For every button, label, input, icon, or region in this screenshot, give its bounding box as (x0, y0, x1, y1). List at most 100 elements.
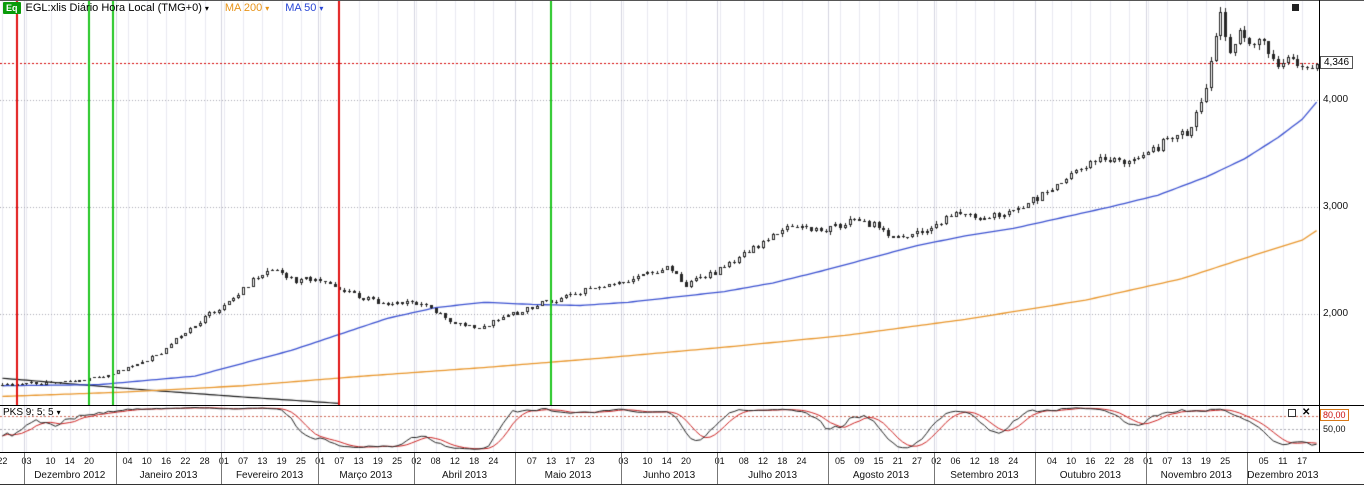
date-tick-label: 07 (334, 456, 345, 466)
date-tick-label: 16 (1085, 456, 1096, 466)
price-axis[interactable]: 4,000 3,000 2,000 4,346 80,00 50,00 (1320, 0, 1364, 485)
panel-separator[interactable] (0, 405, 1364, 406)
chevron-down-icon: ▾ (204, 3, 209, 13)
month-label: Maio 2013 (544, 470, 592, 481)
symbol-title[interactable]: EGL:xlis Diário Hora Local (TMG+0) ▾ (26, 2, 209, 14)
date-tick-label: 05 (1258, 456, 1269, 466)
month-separator (934, 452, 935, 485)
date-tick-label: 25 (392, 456, 403, 466)
date-tick-label: 01 (714, 456, 725, 466)
date-tick-label: 12 (757, 456, 768, 466)
month-separator (1247, 452, 1248, 485)
date-tick-label: 09 (854, 456, 865, 466)
date-tick-label: 12 (449, 456, 460, 466)
date-tick-label: 07 (238, 456, 249, 466)
date-tick-label: 18 (469, 456, 480, 466)
date-tick-label: 19 (372, 456, 383, 466)
date-tick-label: 16 (161, 456, 172, 466)
month-label: Agosto 2013 (852, 470, 910, 481)
price-axis-line (1319, 0, 1320, 452)
time-axis[interactable]: 22 03 10 14 20 04 10 16 22 28 01 07 13 19 25 01 07 13 19 25… (0, 452, 1364, 485)
stoch-level-label: 80,00 (1320, 408, 1349, 421)
month-label: Setembro 2013 (950, 470, 1019, 481)
month-separator (717, 452, 718, 485)
date-tick-label: 20 (84, 456, 95, 466)
month-separator (1035, 452, 1036, 485)
date-tick-label: 14 (64, 456, 75, 466)
price-tick-label: 2,000 (1323, 308, 1349, 320)
date-tick-label: 10 (45, 456, 56, 466)
date-tick-label: 24 (488, 456, 499, 466)
restore-panel-icon[interactable] (1288, 408, 1296, 417)
last-price-badge: 4,346 (1320, 56, 1354, 70)
month-label: Fevereiro 2013 (235, 470, 304, 481)
chevron-down-icon: ▾ (56, 408, 61, 417)
month-label: Abril 2013 (442, 470, 488, 481)
date-tick-label: 07 (526, 456, 537, 466)
month-separator (116, 452, 117, 485)
panel-marker-icon[interactable] (1292, 4, 1299, 11)
date-tick-label: 13 (353, 456, 364, 466)
stochastic-label: PKS 9; 5; 5 (3, 407, 54, 418)
equity-type-badge: Eq (3, 2, 21, 14)
month-label: Novembro 2013 (1160, 470, 1232, 481)
date-tick-label: 20 (680, 456, 691, 466)
date-tick-label: 13 (257, 456, 268, 466)
month-separator (515, 452, 516, 485)
date-tick-label: 27 (912, 456, 923, 466)
date-tick-label: 07 (1162, 456, 1173, 466)
date-tick-label: 18 (777, 456, 788, 466)
price-tick-label: 3,000 (1323, 201, 1349, 213)
date-tick-label: 10 (141, 456, 152, 466)
date-tick-label: 19 (276, 456, 287, 466)
ma50-label: MA 50 (285, 2, 317, 14)
price-tick-label: 4,000 (1323, 94, 1349, 106)
date-tick-label: 01 (218, 456, 229, 466)
month-separator (221, 452, 222, 485)
date-tick-label: 11 (1278, 456, 1288, 466)
date-tick-label: 21 (892, 456, 903, 466)
date-tick-label: 06 (950, 456, 961, 466)
date-tick-label: 18 (989, 456, 1000, 466)
date-tick-label: 15 (873, 456, 884, 466)
candlestick-chart-canvas[interactable] (0, 0, 1319, 405)
date-tick-label: 01 (315, 456, 326, 466)
date-tick-label: 04 (1046, 456, 1057, 466)
date-tick-label: 25 (295, 456, 306, 466)
close-panel-icon[interactable]: ✕ (1302, 407, 1311, 418)
date-tick-label: 02 (931, 456, 942, 466)
month-separator (24, 452, 25, 485)
date-tick-label: 17 (565, 456, 576, 466)
month-label: Janeiro 2013 (139, 470, 198, 481)
symbol-title-text: EGL:xlis Diário Hora Local (TMG+0) (25, 2, 202, 14)
date-tick-label: 25 (1220, 456, 1231, 466)
month-label: Dezembro 2012 (34, 470, 106, 481)
stoch-level-label: 50,00 (1323, 424, 1346, 434)
date-tick-label: 13 (1181, 456, 1192, 466)
date-tick-label: 14 (661, 456, 672, 466)
stochastic-chart-canvas[interactable] (0, 406, 1319, 452)
date-tick-label: 22 (180, 456, 191, 466)
month-separator (414, 452, 415, 485)
month-separator (1146, 452, 1147, 485)
legend-ma200[interactable]: MA 200 ▾ (225, 2, 269, 14)
chart-legend: Eq EGL:xlis Diário Hora Local (TMG+0) ▾ M… (3, 2, 323, 14)
ma200-label: MA 200 (224, 2, 263, 14)
date-tick-label: 17 (1297, 456, 1308, 466)
date-tick-label: 24 (796, 456, 807, 466)
month-separator (828, 452, 829, 485)
stochastic-legend[interactable]: PKS 9; 5; 5 ▾ (3, 407, 61, 418)
date-tick-label: 03 (21, 456, 32, 466)
date-tick-label: 08 (738, 456, 749, 466)
month-label: Dezembro 2013 (1247, 470, 1319, 481)
month-label: Junho 2013 (642, 470, 696, 481)
date-tick-label: 24 (1008, 456, 1019, 466)
date-tick-label: 10 (1066, 456, 1077, 466)
date-tick-label: 03 (618, 456, 629, 466)
date-tick-label: 22 (0, 456, 8, 466)
date-tick-label: 13 (546, 456, 557, 466)
date-tick-label: 04 (122, 456, 133, 466)
month-label: Março 2013 (339, 470, 393, 481)
legend-ma50[interactable]: MA 50 ▾ (285, 2, 323, 14)
date-tick-label: 22 (1104, 456, 1115, 466)
